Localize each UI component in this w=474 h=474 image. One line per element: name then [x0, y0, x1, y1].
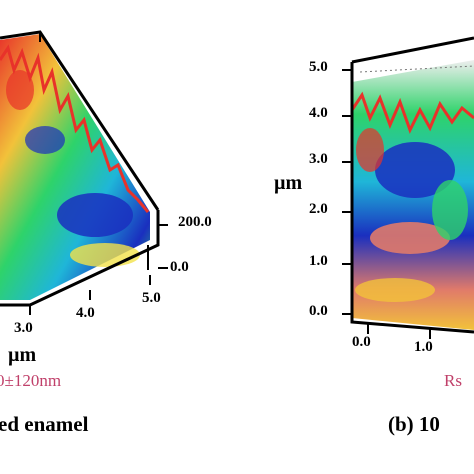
left-axis-unit: µm	[8, 344, 37, 366]
right-y-tick-2: 2.0	[309, 201, 328, 217]
right-panel-caption: (b) 10	[388, 412, 440, 436]
left-panel-caption: ed enamel	[0, 412, 89, 436]
right-y-tick-3: 3.0	[309, 151, 328, 167]
left-z-tick-0: 0.0	[170, 259, 189, 275]
right-x-tick-1: 1.0	[414, 339, 433, 355]
right-roughness-value: Rs	[444, 371, 462, 390]
right-surface-plot	[342, 36, 474, 339]
left-x-tick-4: 4.0	[76, 305, 95, 321]
right-x-tick-0: 0.0	[352, 334, 371, 350]
right-y-tick-1: 1.0	[309, 253, 328, 269]
left-x-tick-5: 5.0	[142, 290, 161, 306]
right-y-tick-5: 5.0	[309, 59, 328, 75]
left-z-tick-200: 200.0	[178, 214, 212, 230]
right-y-tick-4: 4.0	[309, 105, 328, 121]
left-x-tick-3: 3.0	[14, 320, 33, 336]
left-roughness-value: 0±120nm	[0, 371, 62, 390]
right-axis-unit: µm	[274, 172, 303, 194]
left-surface-plot	[0, 30, 168, 315]
right-y-tick-0: 0.0	[309, 303, 328, 319]
